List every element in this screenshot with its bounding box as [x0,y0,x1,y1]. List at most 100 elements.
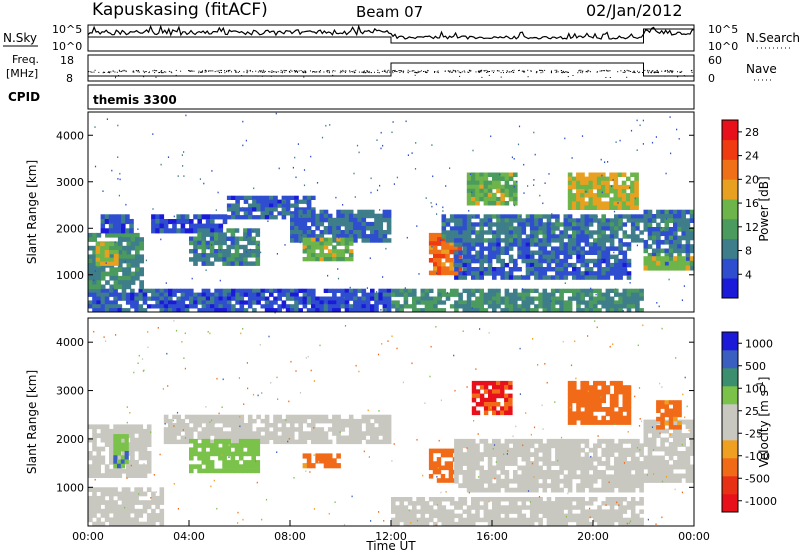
heatmap-cell [538,470,543,475]
heatmap-cell [630,296,636,301]
heatmap-cell [458,438,463,444]
heatmap-cell [529,230,535,235]
heatmap-cell [630,304,636,309]
heatmap-cell [656,244,661,249]
heatmap-cell [546,456,552,462]
heatmap-cell [462,438,468,444]
heatmap-cell [534,505,539,510]
freq-dot [581,72,583,74]
heatmap-cell [184,439,190,445]
heatmap-cell [197,468,202,474]
heatmap-cell [550,234,556,239]
ytick-label: 1000 [56,269,84,282]
heatmap-cell [601,420,606,425]
heatmap-cell [205,261,211,266]
heatmap-cell [601,389,606,395]
noise-point [380,309,382,311]
heatmap-cell [542,308,548,313]
noise-point [385,247,387,250]
heatmap-cell [311,245,316,250]
heatmap-cell [597,517,602,523]
heatmap-cell [479,234,484,239]
heatmap-cell [550,304,556,309]
heatmap-cell [348,257,354,262]
heatmap-cell [433,509,438,514]
heatmap-cell [105,271,110,277]
heatmap-cell [605,443,611,449]
heatmap-cell [681,218,686,223]
freq-dot [657,71,659,73]
heatmap-cell [492,513,497,519]
heatmap-cell [269,288,274,293]
freq-dot [155,76,157,78]
heatmap-cell [513,308,518,313]
heatmap-cell [479,393,485,399]
heatmap-cell [201,447,207,452]
heatmap-cell [601,513,606,519]
heatmap-cell [230,261,236,266]
heatmap-cell [361,238,367,243]
heatmap-cell [126,245,132,251]
heatmap-cell [618,271,623,276]
heatmap-cell [555,461,560,466]
heatmap-cell [416,501,421,506]
heatmap-cell [290,423,295,428]
heatmap-cell [315,238,320,243]
freq-dot [579,69,581,71]
heatmap-cell [580,411,585,417]
heatmap-cell [626,402,632,408]
freq-dot [480,70,482,72]
heatmap-cell [496,188,501,194]
heatmap-cell [597,509,602,514]
heatmap-cell [487,258,493,264]
heatmap-cell [294,296,299,301]
heatmap-cell [563,218,569,223]
noise-point [435,203,437,206]
heatmap-cell [281,431,287,436]
heatmap-cell [614,447,619,453]
heatmap-cell [323,458,329,464]
heatmap-cell [626,246,632,251]
heatmap-cell [614,226,619,231]
heatmap-cell [563,304,569,309]
heatmap-cell [584,193,589,198]
heatmap-cell [327,257,333,262]
heatmap-cell [529,513,535,519]
heatmap-cell [643,265,649,271]
heatmap-cell [571,180,577,186]
heatmap-cell [483,172,489,177]
heatmap-cell [534,509,539,514]
heatmap-cell [302,230,308,235]
heatmap-cell [290,431,295,436]
heatmap-cell [92,308,97,313]
heatmap-cell [122,245,127,251]
noise-point [432,175,434,178]
heatmap-cell [142,473,148,478]
heatmap-cell [496,497,501,502]
heatmap-cell [189,438,194,444]
heatmap-cell [281,439,287,445]
heatmap-cell [361,431,367,436]
heatmap-cell [344,237,350,242]
heatmap-cell [273,195,278,200]
heatmap-cell [605,275,611,280]
noise-point [469,173,471,175]
heatmap-cell [251,464,256,469]
noise-point [93,279,95,281]
heatmap-cell [448,448,454,454]
heatmap-cell [255,447,261,452]
heatmap-cell [618,238,623,243]
heatmap-cell [327,463,333,469]
heatmap-cell [639,292,644,297]
heatmap-cell [479,180,484,186]
heatmap-cell [546,443,552,449]
heatmap-cell [448,474,454,479]
heatmap-cell [458,517,463,523]
heatmap-cell [264,431,270,436]
heatmap-cell [382,431,388,436]
heatmap-cell [508,406,513,411]
heatmap-cell [513,478,518,484]
heatmap-cell [622,415,628,421]
noise-point [163,307,165,310]
heatmap-cell [100,513,106,518]
